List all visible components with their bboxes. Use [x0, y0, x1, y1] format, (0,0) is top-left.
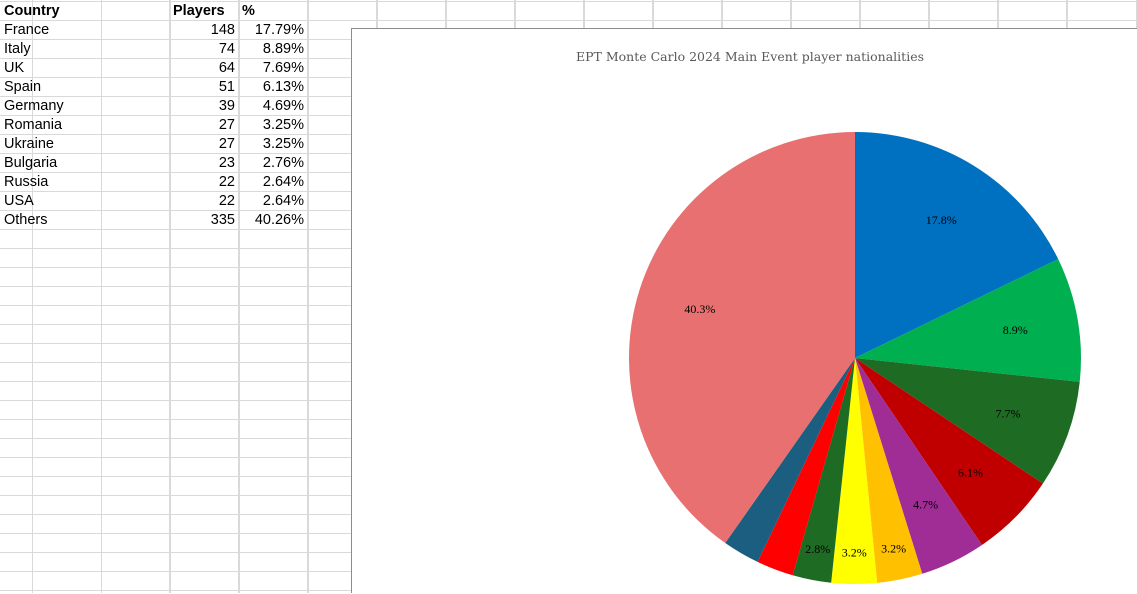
chart-title: EPT Monte Carlo 2024 Main Event player n… — [575, 49, 925, 64]
cell-percent[interactable]: 3.25% — [262, 136, 304, 152]
pie-slice-usa[interactable] — [725, 358, 855, 562]
cell-percent[interactable]: 2.64% — [262, 174, 304, 190]
cell-percent[interactable]: 2.76% — [262, 155, 304, 171]
cell-players[interactable]: 23 — [218, 155, 235, 171]
pie-slice-ukraine[interactable] — [831, 358, 878, 585]
slice-label-others: 40.3% — [684, 302, 715, 316]
cell-country[interactable]: Romania — [4, 117, 63, 133]
cell-percent[interactable]: 6.13% — [262, 79, 304, 95]
header-country[interactable]: Country — [4, 3, 60, 19]
cell-players[interactable]: 39 — [218, 98, 235, 114]
header-players[interactable]: Players — [173, 3, 225, 19]
cell-players[interactable]: 74 — [218, 41, 235, 57]
cell-percent[interactable]: 40.26% — [254, 212, 304, 228]
pie-slice-spain[interactable] — [855, 358, 1043, 545]
pie-slice-russia[interactable] — [757, 358, 855, 576]
cell-country[interactable]: Spain — [4, 79, 42, 95]
cell-players[interactable]: 148 — [210, 22, 235, 38]
pie-slice-germany[interactable] — [855, 358, 982, 574]
cell-country[interactable]: Others — [4, 212, 48, 228]
slice-label-germany: 4.7% — [913, 498, 938, 512]
cell-players[interactable]: 27 — [218, 136, 235, 152]
pie-slice-uk[interactable] — [855, 358, 1080, 484]
pie-slice-bulgaria[interactable] — [792, 358, 855, 583]
cell-country[interactable]: Russia — [4, 174, 49, 190]
pie-slice-france[interactable] — [855, 132, 1059, 358]
cell-country[interactable]: Bulgaria — [4, 155, 58, 171]
pie-slice-others[interactable] — [629, 132, 855, 544]
cell-country[interactable]: Germany — [4, 98, 64, 114]
cell-percent[interactable]: 3.25% — [262, 117, 304, 133]
slice-label-bulgaria: 2.8% — [805, 542, 830, 556]
cell-country[interactable]: USA — [4, 193, 34, 209]
cell-percent[interactable]: 4.69% — [262, 98, 304, 114]
pie-slice-romania[interactable] — [855, 358, 923, 583]
cell-percent[interactable]: 17.79% — [254, 22, 304, 38]
cell-players[interactable]: 51 — [218, 79, 235, 95]
cell-players[interactable]: 27 — [218, 117, 235, 133]
column-divider — [169, 0, 170, 593]
cell-percent[interactable]: 8.89% — [262, 41, 304, 57]
cell-players[interactable]: 335 — [210, 212, 235, 228]
pie-chart: 17.8% 8.9% 7.7% 6.1% 4.7% 3.2% 3.2% 2.8% 40.3% — [629, 132, 1081, 585]
header-percent[interactable]: % — [242, 3, 255, 19]
slice-label-uk: 7.7% — [995, 406, 1020, 420]
cell-percent[interactable]: 2.64% — [262, 193, 304, 209]
cell-country[interactable]: France — [4, 22, 50, 38]
pie-slice-italy[interactable] — [855, 259, 1081, 382]
cell-country[interactable]: Ukraine — [4, 136, 54, 152]
slice-label-spain: 6.1% — [958, 466, 983, 480]
chart-object[interactable]: EPT Monte Carlo 2024 Main Event player n… — [351, 28, 1137, 593]
slice-label-italy: 8.9% — [1003, 323, 1028, 337]
cell-percent[interactable]: 7.69% — [262, 60, 304, 76]
cell-players[interactable]: 22 — [218, 174, 235, 190]
column-divider — [307, 0, 308, 593]
slice-label-romania: 3.2% — [881, 541, 906, 555]
slice-label-ukraine: 3.2% — [842, 545, 867, 559]
cell-players[interactable]: 64 — [218, 60, 235, 76]
cell-country[interactable]: UK — [4, 60, 25, 76]
slice-label-france: 17.8% — [926, 213, 957, 227]
column-divider — [238, 0, 239, 593]
cell-country[interactable]: Italy — [4, 41, 31, 57]
cell-players[interactable]: 22 — [218, 193, 235, 209]
